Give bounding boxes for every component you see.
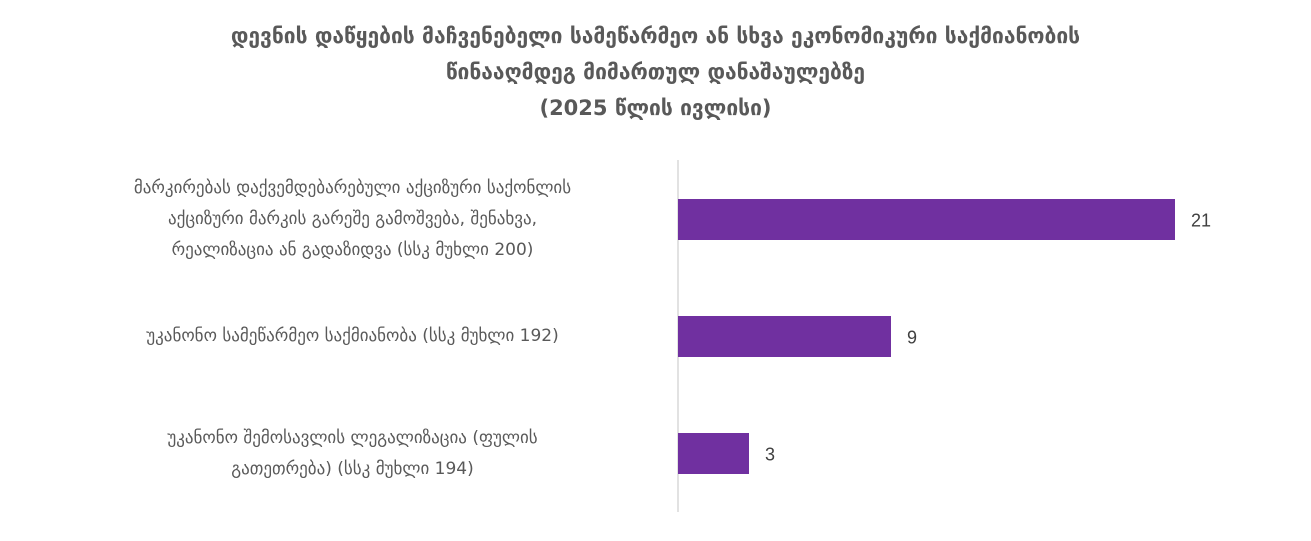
category-label: უკანონო შემოსავლის ლეგალიზაცია (ფულის გათ… xyxy=(40,423,665,485)
category-label-line: რეალიზაცია ან გადაზიდვა (სსკ მუხლი 200) xyxy=(171,240,534,260)
bar xyxy=(678,316,891,357)
category-label-line: აქციზური მარკის გარეშე გამოშვება, შენახვ… xyxy=(167,209,538,229)
chart-panel xyxy=(38,8,1278,531)
category-label: უკანონო სამეწარმეო საქმიანობა (სსკ მუხლი… xyxy=(40,321,665,352)
category-label-line: მარკირებას დაქვემდებარებული აქციზური საქ… xyxy=(133,178,572,198)
data-label: 9 xyxy=(907,328,917,348)
category-label-line: უკანონო სამეწარმეო საქმიანობა (სსკ მუხლი… xyxy=(146,326,559,346)
category-label-line: გათეთრება) (სსკ მუხლი 194) xyxy=(231,458,474,479)
title-line: (2025 წლის ივლისი) xyxy=(539,96,772,120)
category-label-line: უკანონო შემოსავლის ლეგალიზაცია (ფულის xyxy=(167,427,538,448)
title-line: წინააღმდეგ მიმართულ დანაშაულებზე xyxy=(445,60,866,84)
bar xyxy=(678,433,749,474)
bar xyxy=(678,199,1175,240)
category-label: მარკირებას დაქვემდებარებული აქციზური საქ… xyxy=(40,173,665,266)
data-label: 21 xyxy=(1191,211,1211,231)
chart-title: დევნის დაწყების მაჩვენებელი სამეწარმეო ა… xyxy=(0,18,1311,126)
title-line: დევნის დაწყების მაჩვენებელი სამეწარმეო ა… xyxy=(230,24,1081,48)
data-label: 3 xyxy=(765,445,775,465)
